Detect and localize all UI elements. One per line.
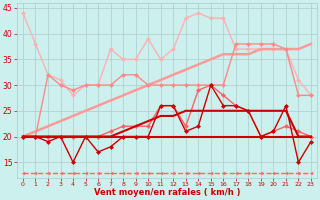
X-axis label: Vent moyen/en rafales ( km/h ): Vent moyen/en rafales ( km/h ) (94, 188, 240, 197)
